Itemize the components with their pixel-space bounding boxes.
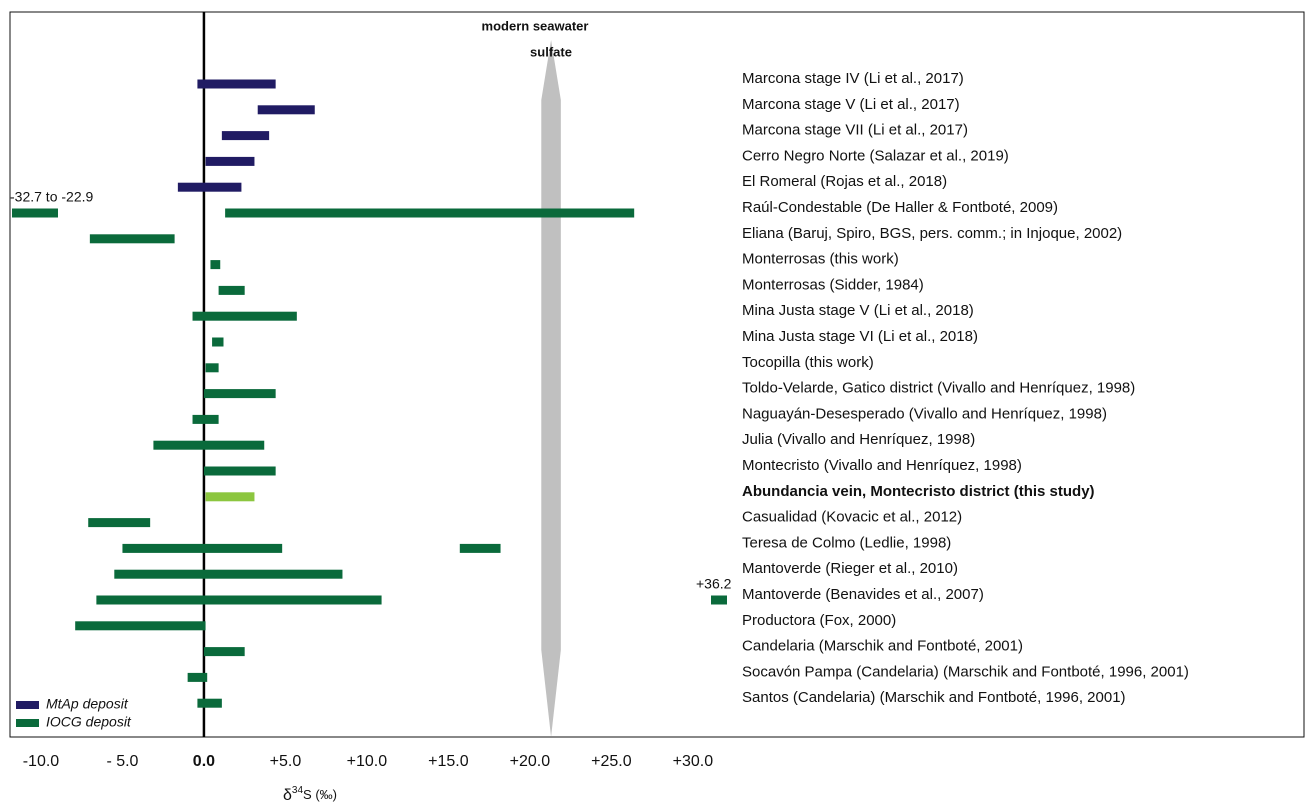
row-label: Productora (Fox, 2000) [742,612,896,629]
row-label: Raúl-Condestable (De Haller & Fontboté, … [742,199,1058,216]
range-bar [218,285,245,295]
band-label: modern seawater [482,18,589,33]
range-bar [187,672,208,682]
range-bar [212,337,224,347]
legend-label: IOCG deposit [46,714,132,730]
offscale-bar [711,595,727,605]
x-tick-label: +20.0 [510,753,551,770]
range-bar [205,156,255,166]
range-bar [197,79,276,89]
row-label: Tocopilla (this work) [742,354,874,371]
row-label: Naguayán-Desesperado (Vivallo and Henríq… [742,405,1107,422]
x-tick-label: +30.0 [673,753,714,770]
row-label: Mina Justa stage V (Li et al., 2018) [742,302,974,319]
x-label-main: δ [283,787,292,804]
x-tick-label: +10.0 [347,753,388,770]
row-label: Mantoverde (Rieger et al., 2010) [742,560,958,577]
row-label: Santos (Candelaria) (Marschik and Fontbo… [742,689,1126,706]
x-tick-label: +15.0 [428,753,469,770]
range-bar [203,647,245,657]
row-label: Casualidad (Kovacic et al., 2012) [742,509,962,526]
row-label: Toldo-Velarde, Gatico district (Vivallo … [742,380,1135,397]
legend-label: MtAp deposit [46,696,129,712]
range-bar [225,208,635,218]
range-bar [89,234,175,244]
range-bar [122,543,283,553]
x-tick-label: +5.0 [270,753,302,770]
x-tick-label: +25.0 [591,753,632,770]
row-label: Socavón Pampa (Candelaria) (Marschik and… [742,663,1189,680]
range-bar [205,363,219,373]
row-label: Marcona stage IV (Li et al., 2017) [742,70,964,87]
x-tick-label: 0.0 [193,753,215,770]
row-label: Marcona stage VII (Li et al., 2017) [742,122,968,139]
offscale-label: -32.7 to -22.9 [10,189,93,205]
x-tick-label: - 5.0 [106,753,138,770]
x-label-rest: S (‰) [303,787,337,802]
range-bar [114,569,343,579]
range-bar [203,466,276,476]
range-bar [192,311,297,321]
range-bar [459,543,501,553]
x-axis-label: δ34S (‰) [283,785,337,805]
range-bar [88,518,151,528]
legend-swatch [16,701,39,709]
row-label: Mantoverde (Benavides et al., 2007) [742,586,984,603]
row-label: Montecristo (Vivallo and Henríquez, 1998… [742,457,1022,474]
row-label: Abundancia vein, Montecristo district (t… [742,483,1095,500]
seawater-band [541,40,561,737]
range-bar [177,182,242,192]
range-bar [75,621,206,631]
row-label: Cerro Negro Norte (Salazar et al., 2019) [742,147,1009,164]
range-bar [205,492,255,502]
range-bar [192,414,219,424]
row-label: Julia (Vivallo and Henríquez, 1998) [742,431,975,448]
row-label: Monterrosas (Sidder, 1984) [742,276,924,293]
range-bar [257,105,315,115]
x-tick-label: -10.0 [23,753,60,770]
row-label: Teresa de Colmo (Ledlie, 1998) [742,534,951,551]
range-bar [153,440,265,450]
row-label: Mina Justa stage VI (Li et al., 2018) [742,328,978,345]
range-bar [197,698,222,708]
row-label: Candelaria (Marschik and Fontboté, 2001) [742,638,1023,655]
offscale-label: +36.2 [696,576,732,592]
row-label: Eliana (Baruj, Spiro, BGS, pers. comm.; … [742,225,1122,242]
row-label: Monterrosas (this work) [742,251,899,268]
plot-frame [9,11,1305,738]
x-label-sup: 34 [292,785,304,796]
range-bar [96,595,382,605]
row-label: El Romeral (Rojas et al., 2018) [742,173,947,190]
row-label: Marcona stage V (Li et al., 2017) [742,96,960,113]
range-bar [210,260,221,270]
offscale-bar [12,208,58,218]
range-bar [203,389,276,399]
range-bar [221,131,270,141]
band-label: sulfate [530,44,572,59]
legend-swatch [16,719,39,727]
